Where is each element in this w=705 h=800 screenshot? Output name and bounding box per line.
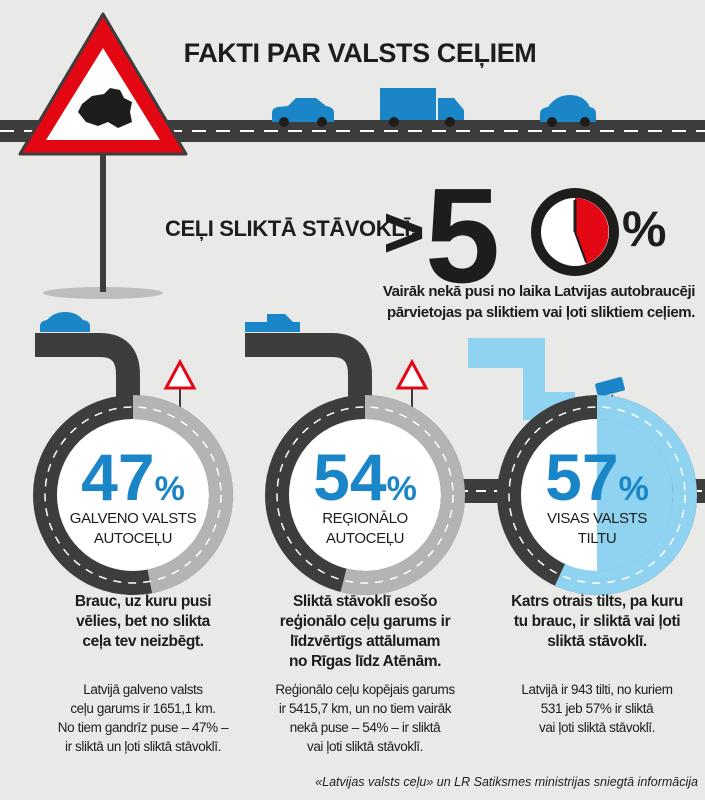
detail-line: vai ļoti sliktā stāvoklī. — [539, 720, 655, 735]
road — [245, 333, 372, 410]
gauge-inner — [521, 419, 597, 571]
percent-unit: % — [155, 470, 185, 508]
car-icon — [272, 98, 334, 127]
detail-line: ir sliktā un ļoti sliktā stāvoklī. — [65, 739, 221, 754]
detail-line: vai ļoti sliktā stāvoklī. — [307, 739, 423, 754]
detail-line: nekā puse – 54% – ir sliktā — [290, 720, 441, 735]
gauge-label: REĢIONĀLO — [322, 510, 408, 527]
summary-line: sliktā stāvoklī. — [547, 633, 647, 650]
road-marking — [44, 406, 222, 584]
gauge-inner-water — [597, 419, 673, 571]
headline-prefix: > — [383, 193, 425, 273]
road-marking — [276, 406, 454, 584]
gauge-label: GALVENO VALSTS — [70, 510, 197, 527]
gauge-label: AUTOCEĻU — [326, 530, 404, 547]
detail-line: ir 5415,7 km, un no tiem vairāk — [279, 701, 452, 716]
headline-label: CEĻI SLIKTĀ STĀVOKLĪ: — [165, 216, 417, 241]
gauge-label: TILTU — [578, 530, 617, 547]
headline-digit: 5 — [425, 160, 500, 311]
summary-line: tu brauc, ir sliktā vai ļoti — [514, 613, 680, 630]
detail-line: No tiem gandrīz puse – 47% – — [58, 720, 229, 735]
summary-line: ceļa tev neizbēgt. — [82, 633, 203, 650]
summary-line: reģionālo ceļu garums ir — [280, 613, 451, 630]
percent-value: 54% — [313, 440, 417, 514]
car-icon — [540, 95, 596, 127]
pickup-icon — [245, 314, 300, 332]
subtitle-line: pārvietojas pa sliktiem vai ļoti sliktie… — [387, 304, 695, 321]
page-title: FAKTI PAR VALSTS CEĻIEM — [184, 38, 537, 68]
road — [35, 333, 140, 410]
percent-number: 54 — [313, 440, 387, 514]
car-icon — [40, 312, 90, 332]
summary-line: vēlies, bet no slikta — [76, 613, 211, 630]
clock-icon — [531, 188, 619, 276]
truck-icon — [380, 88, 464, 127]
percent-number: 47 — [81, 440, 154, 514]
river — [468, 338, 575, 430]
road-marking — [508, 406, 686, 584]
footer-source: «Latvijas valsts ceļu» un LR Satiksmes m… — [315, 775, 698, 789]
percent-value: 57% — [545, 440, 649, 514]
detail-line: Latvijā galveno valsts — [83, 682, 203, 697]
detail-line: Reģionālo ceļu kopējais garums — [275, 682, 455, 697]
detail-line: ceļu garums ir 1651,1 km. — [70, 701, 215, 716]
detail-line: 531 jeb 57% ir sliktā — [541, 701, 654, 716]
summary-line: Katrs otrais tilts, pa kuru — [511, 593, 683, 610]
latvia-shape — [78, 88, 132, 128]
percent-unit: % — [387, 470, 417, 508]
summary-line: Sliktā stāvoklī esošo — [293, 593, 437, 610]
gauge-label: AUTOCEĻU — [94, 530, 172, 547]
summary-line: Brauc, uz kuru pusi — [75, 593, 211, 610]
small-warning-sign — [395, 358, 429, 410]
shadow — [43, 287, 163, 299]
sign-pole — [100, 150, 106, 292]
warning-sign-inner — [46, 48, 160, 140]
percent-value: 47% — [81, 440, 185, 514]
percent-number: 57 — [545, 440, 618, 514]
headline-unit: % — [622, 201, 666, 257]
small-warning-sign — [163, 358, 197, 410]
detail-line: Latvijā ir 943 tilti, no kuriem — [521, 682, 672, 697]
summary-line: līdzvērtīgs attālumam — [290, 633, 440, 650]
summary-line: no Rīgas līdz Atēnām. — [289, 653, 441, 670]
gauge-label: VISAS VALSTS — [547, 510, 647, 527]
percent-unit: % — [619, 470, 649, 508]
subtitle-line: Vairāk nekā pusi no laika Latvijas autob… — [383, 283, 695, 300]
